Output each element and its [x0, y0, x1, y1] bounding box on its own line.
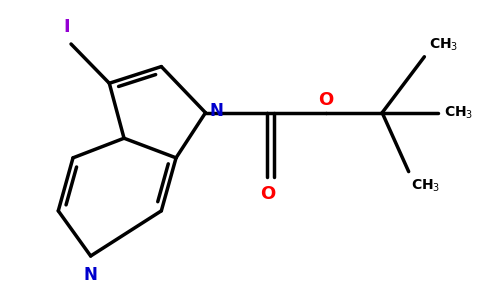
Text: CH$_3$: CH$_3$: [444, 104, 473, 121]
Text: N: N: [84, 266, 98, 284]
Text: O: O: [260, 185, 275, 203]
Text: I: I: [64, 18, 70, 36]
Text: N: N: [210, 102, 223, 120]
Text: CH$_3$: CH$_3$: [410, 178, 440, 194]
Text: CH$_3$: CH$_3$: [429, 36, 458, 53]
Text: O: O: [318, 91, 334, 109]
